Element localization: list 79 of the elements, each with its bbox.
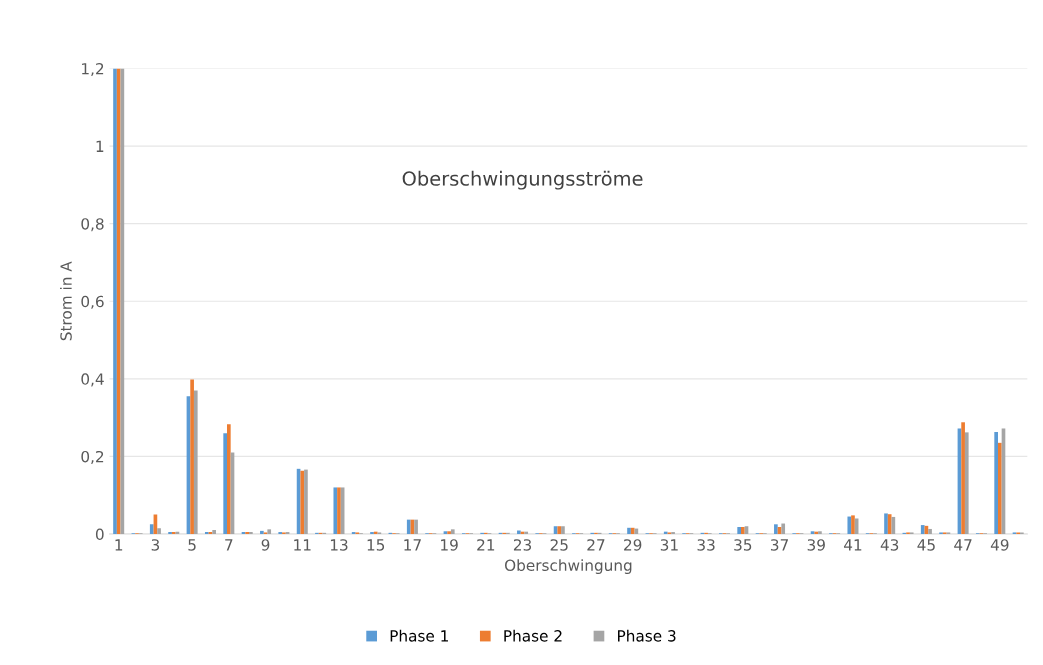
legend-label: Phase 3 (618, 629, 676, 642)
y-tick-label: 0,2 (81, 450, 104, 464)
x-axis-title: Oberschwingung (504, 559, 632, 574)
bar (414, 519, 418, 534)
bar (774, 524, 778, 534)
bar (447, 531, 451, 534)
bar (561, 526, 565, 534)
bar (450, 529, 455, 534)
bar (267, 529, 272, 534)
x-tick-label: 45 (917, 539, 935, 551)
x-tick-label: 35 (734, 539, 752, 551)
x-tick-label: 49 (990, 539, 1009, 551)
bar (190, 379, 194, 534)
bar (113, 68, 117, 534)
bar (994, 431, 998, 534)
bar (997, 442, 1002, 534)
bar (961, 422, 965, 534)
x-tick-label: 15 (367, 539, 385, 551)
x-tick-label: 31 (660, 539, 678, 551)
bar (887, 514, 892, 534)
x-tick-label: 29 (624, 539, 642, 551)
bar (227, 424, 231, 534)
y-tick-label: 1 (96, 140, 104, 152)
x-tick-label: 11 (294, 539, 311, 551)
bar (810, 531, 815, 534)
y-tick-label: 0,4 (81, 373, 104, 387)
x-tick-label: 7 (225, 539, 233, 551)
bar (223, 433, 227, 534)
bar (737, 527, 741, 534)
bar (406, 519, 411, 534)
y-tick-label: 0,6 (81, 295, 104, 309)
bar (920, 525, 925, 534)
y-axis-title: Strom in A (60, 261, 72, 341)
x-tick-label: 25 (550, 539, 568, 551)
x-tick-label: 19 (441, 539, 458, 551)
y-tick-label: 0,8 (81, 218, 104, 232)
x-tick-label: 9 (261, 539, 270, 551)
bar (928, 528, 932, 534)
x-tick-label: 13 (330, 539, 348, 551)
bar (212, 530, 216, 534)
bar (149, 524, 154, 534)
bar (851, 515, 855, 534)
x-tick-label: 1 (115, 539, 123, 551)
bar (884, 513, 888, 534)
x-tick-label: 21 (477, 539, 495, 551)
x-tick-label: 17 (404, 539, 421, 551)
legend-label: Phase 1 (390, 629, 448, 642)
bar (193, 390, 198, 534)
bar (557, 526, 562, 534)
y-tick-label: 0 (95, 528, 104, 541)
text: Oberschwingungsströme (402, 170, 643, 190)
legend-label: Phase 2 (504, 629, 562, 642)
bar (300, 470, 305, 534)
bar (260, 530, 264, 534)
x-tick-label: 23 (513, 539, 532, 551)
x-tick-label: 39 (807, 539, 825, 551)
bar (740, 527, 745, 534)
x-tick-label: 33 (697, 539, 715, 551)
y-tick-label: 1,2 (82, 62, 104, 77)
bar (847, 516, 852, 534)
bar (116, 68, 121, 534)
bar (517, 530, 521, 534)
x-tick-label: 43 (880, 539, 899, 551)
bar (333, 487, 338, 534)
bar (304, 469, 308, 534)
x-tick-label: 47 (954, 539, 972, 551)
bar (630, 527, 635, 534)
x-tick-label: 3 (151, 539, 160, 551)
bar (443, 531, 448, 534)
bar (781, 523, 786, 534)
bar (964, 432, 969, 534)
x-tick-label: 37 (770, 539, 788, 551)
bar (627, 527, 631, 534)
bar (157, 528, 161, 534)
x-tick-label: 5 (188, 539, 196, 551)
x-tick-label: 27 (587, 539, 605, 551)
bar (337, 487, 341, 534)
x-tick-label: 41 (843, 539, 862, 551)
bar (818, 531, 822, 534)
